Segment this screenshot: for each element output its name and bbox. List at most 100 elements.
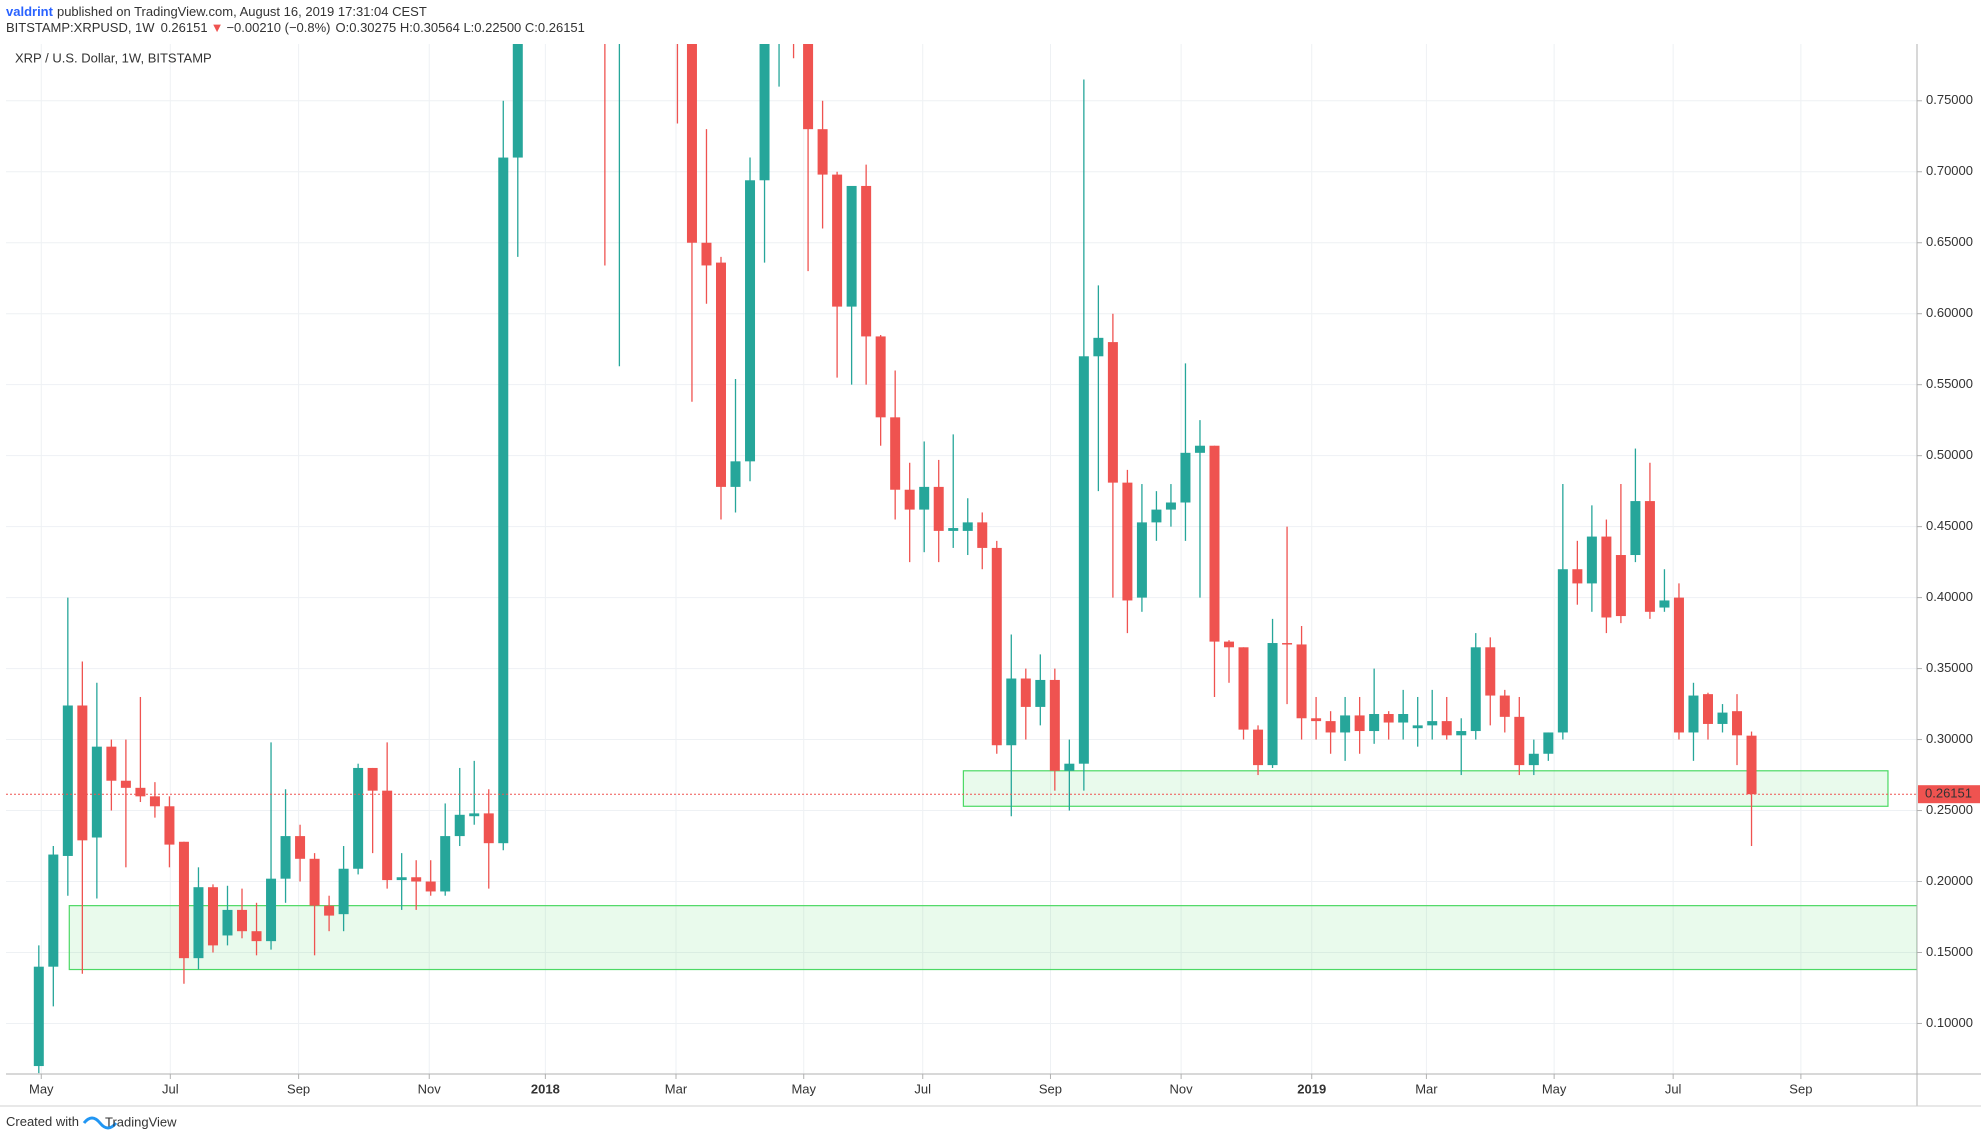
chart-title: XRP / U.S. Dollar, 1W, BITSTAMP [15, 50, 212, 65]
y-tick-label: 0.55000 [1926, 376, 1973, 391]
candle-body [904, 489, 915, 510]
candle-body [1107, 342, 1118, 483]
candle-body [1238, 647, 1249, 730]
candle-body [135, 787, 146, 797]
support-zone [962, 770, 1889, 807]
candle-body [1586, 536, 1597, 584]
candle-body [48, 854, 59, 967]
candle-body [1441, 721, 1452, 736]
footer: Created with [6, 1114, 79, 1129]
candle-body [1296, 644, 1307, 719]
candle-body [803, 44, 814, 130]
candle-body [178, 841, 189, 959]
candle-body [237, 909, 248, 932]
candle-body [1311, 718, 1322, 722]
candle-body [1514, 716, 1525, 766]
last-price-box [1918, 785, 1980, 804]
candle-body [1180, 452, 1191, 503]
candle-body [33, 966, 44, 1067]
x-tick-label: Nov [418, 1081, 442, 1096]
x-tick-label: Jul [1665, 1081, 1682, 1096]
x-tick-label: Jul [162, 1081, 179, 1096]
candle-body [1659, 600, 1670, 608]
x-tick-label: Sep [1789, 1081, 1812, 1096]
header-line-2: BITSTAMP:XRPUSD, 1W 0.26151 ▼ −0.00210 (−0.… [6, 20, 585, 35]
header-change: −0.00210 (−0.8%) [226, 20, 330, 35]
candle-body [1528, 753, 1539, 766]
y-tick-label: 0.75000 [1926, 92, 1973, 107]
y-tick-label: 0.45000 [1926, 518, 1973, 533]
candle-body [991, 547, 1002, 746]
candle-body [1673, 597, 1684, 733]
candle-body [469, 813, 480, 817]
candle-body [498, 157, 509, 844]
candle-body [266, 878, 277, 942]
x-tick-label: Nov [1170, 1081, 1194, 1096]
candle-body [396, 877, 407, 881]
x-tick-label: 2019 [1297, 1081, 1326, 1096]
candle-body [686, 44, 697, 243]
candle-body [1282, 643, 1293, 645]
author[interactable]: valdrint [6, 4, 54, 19]
candle-body [149, 796, 160, 807]
candle-body [483, 813, 494, 844]
candle-body [1427, 721, 1438, 726]
header-line-1: valdrint published on TradingView.com, Au… [6, 4, 427, 19]
footer-logo [82, 1116, 118, 1130]
candle-body [62, 705, 73, 856]
footer-text: Created with [6, 1114, 79, 1129]
published: published on TradingView.com, August 16,… [57, 4, 427, 19]
x-tick-label: Mar [1415, 1081, 1438, 1096]
candle-body [425, 881, 436, 892]
y-tick-label: 0.50000 [1926, 447, 1973, 462]
candle-body [324, 905, 335, 916]
y-tick-label: 0.20000 [1926, 873, 1973, 888]
candle-body [222, 909, 233, 936]
candle-body [832, 174, 843, 307]
y-tick-label: 0.25000 [1926, 802, 1973, 817]
y-tick-label: 0.70000 [1926, 163, 1973, 178]
candle-body [1383, 714, 1394, 723]
candle-body [1615, 555, 1626, 617]
candle-body [745, 180, 756, 462]
candle-body [77, 705, 88, 841]
candle-body [715, 262, 726, 487]
candle-body [919, 486, 930, 510]
header-price: 0.26151 [161, 20, 208, 35]
candle-body [1078, 356, 1089, 764]
y-tick-label: 0.35000 [1926, 660, 1973, 675]
candle-body [1732, 711, 1743, 736]
y-tick-label: 0.40000 [1926, 589, 1973, 604]
candle-body [1035, 679, 1046, 707]
candles [6, 44, 1917, 1074]
candle-body [1006, 678, 1017, 746]
candle-body [1746, 735, 1757, 795]
candle-body [759, 44, 770, 181]
candle-body [701, 242, 712, 266]
x-tick-label: Sep [287, 1081, 310, 1096]
x-tick-label: Mar [665, 1081, 688, 1096]
candle-body [1354, 715, 1365, 732]
y-tick-label: 0.10000 [1926, 1015, 1973, 1030]
x-tick-label: 2018 [531, 1081, 560, 1096]
candle-body [1325, 721, 1336, 733]
candle-body [1136, 522, 1147, 598]
candle-body [1557, 569, 1568, 733]
candle-body [120, 780, 131, 788]
candle-body [512, 44, 523, 158]
candle-body [933, 486, 944, 531]
candle-body [1020, 678, 1031, 707]
candle-body [367, 767, 378, 791]
logo-icon [82, 1116, 118, 1130]
support-zone [68, 905, 1917, 971]
last-price-label: 0.26151 [1925, 786, 1972, 801]
header-arrow: ▼ [211, 20, 224, 35]
symbol: BITSTAMP:XRPUSD, 1W [6, 20, 155, 35]
candle-body [1224, 641, 1235, 648]
candle-body [91, 746, 102, 838]
footer-brand[interactable]: TradingView [105, 1114, 177, 1129]
candle-body [817, 129, 828, 175]
candle-body [295, 836, 306, 859]
candle-body [1572, 569, 1583, 584]
